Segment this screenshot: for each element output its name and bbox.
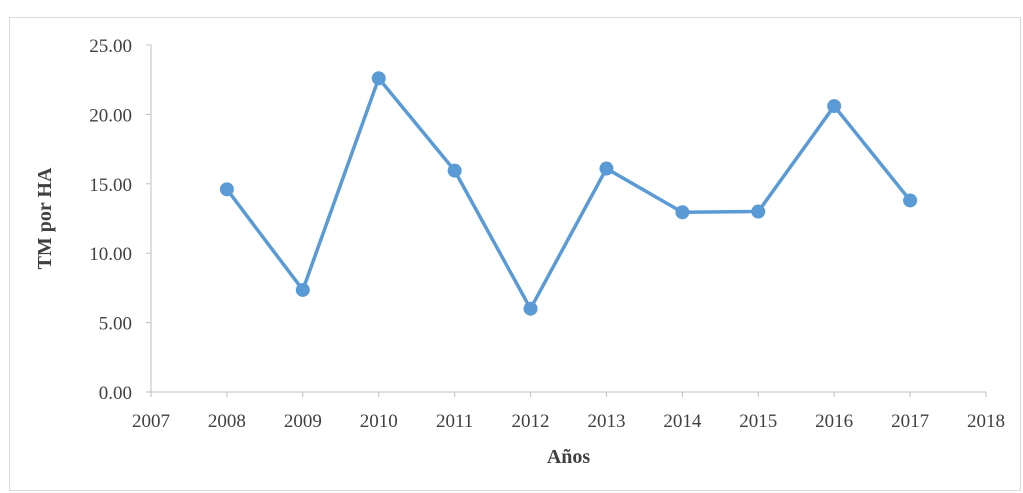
x-tick-label: 2018 [967,411,1005,432]
series-group [225,76,912,311]
x-tick-label: 2013 [587,411,625,432]
y-axis-title: TM por HA [34,167,56,269]
x-tick-label: 2011 [436,411,473,432]
data-point [751,204,766,219]
data-point [295,282,310,297]
data-point [827,99,842,114]
data-point [903,193,918,208]
chart-frame [9,17,1021,491]
x-tick-label: 2015 [739,411,777,432]
y-tick-label: 5.00 [99,314,132,335]
y-tick-label: 15.00 [89,175,132,196]
data-points [219,71,918,316]
x-axis-title: Años [547,446,591,468]
x-tick-label: 2010 [360,411,398,432]
x-tick-label: 2016 [815,411,853,432]
y-tick-label: 0.00 [99,383,132,404]
x-tick-label: 2008 [208,411,246,432]
x-tick-label: 2017 [891,411,929,432]
x-tick-label: 2007 [132,411,170,432]
y-tick-label: 25.00 [89,36,132,57]
data-point [447,163,462,178]
x-tick-label: 2012 [512,411,550,432]
y-tick-label: 10.00 [89,244,132,265]
x-tick-label: 2009 [284,411,322,432]
chart-axes [150,45,986,393]
data-point [599,161,614,176]
x-tick-label: 2014 [663,411,702,432]
data-point [523,301,538,316]
series-line [225,76,912,311]
data-point [675,205,690,220]
data-point [219,182,234,197]
x-tick-labels: 2007 2008 2009 2010 2011 2012 2013 2014 2015 2016… [132,392,1005,432]
y-tick-label: 20.00 [89,105,132,126]
y-tick-labels: 0.00 5.00 10.00 15.00 20.00 25.00 [89,36,151,404]
data-point [371,71,386,86]
